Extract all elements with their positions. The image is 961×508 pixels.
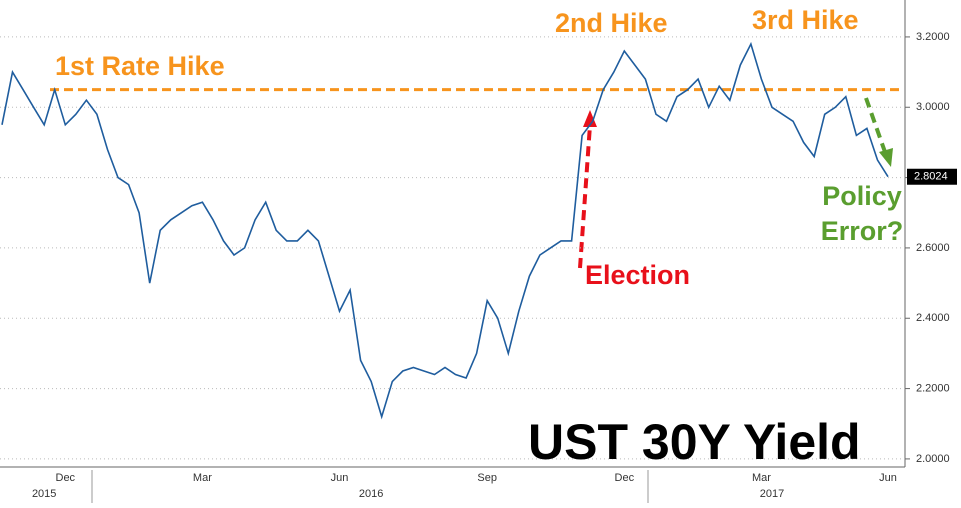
election-arrow bbox=[578, 124, 592, 269]
x-tick-label: Dec bbox=[56, 472, 76, 484]
year-label: 2017 bbox=[760, 488, 784, 500]
x-tick-label: Jun bbox=[879, 472, 897, 484]
y-tick-label: 2.0000 bbox=[916, 453, 950, 465]
arrow-head bbox=[583, 110, 597, 127]
annotation: Election bbox=[585, 260, 690, 290]
arrow-head bbox=[879, 148, 893, 167]
last-value-label: 2.8024 bbox=[914, 171, 948, 183]
y-tick-label: 2.4000 bbox=[916, 312, 950, 324]
chart-title: UST 30Y Yield bbox=[528, 414, 861, 470]
y-tick-label: 3.2000 bbox=[916, 31, 950, 43]
annotation: Policy bbox=[822, 181, 902, 211]
y-tick-label: 2.2000 bbox=[916, 382, 950, 394]
x-tick-label: Mar bbox=[752, 472, 771, 484]
x-tick-label: Sep bbox=[477, 472, 497, 484]
x-tick-label: Mar bbox=[193, 472, 212, 484]
annotation: 3rd Hike bbox=[752, 5, 859, 35]
x-tick-label: Jun bbox=[331, 472, 349, 484]
annotation: 1st Rate Hike bbox=[55, 51, 225, 81]
y-tick-label: 3.0000 bbox=[916, 101, 950, 113]
last-value-box bbox=[907, 168, 957, 185]
annotation: Error? bbox=[821, 216, 904, 246]
annotation: 2nd Hike bbox=[555, 8, 668, 38]
yield-line bbox=[1, 41, 889, 420]
year-label: 2016 bbox=[359, 488, 383, 500]
policy-arrow bbox=[864, 97, 887, 153]
y-tick-label: 2.6000 bbox=[916, 242, 950, 254]
year-label: 2015 bbox=[32, 488, 56, 500]
x-tick-label: Dec bbox=[615, 472, 635, 484]
